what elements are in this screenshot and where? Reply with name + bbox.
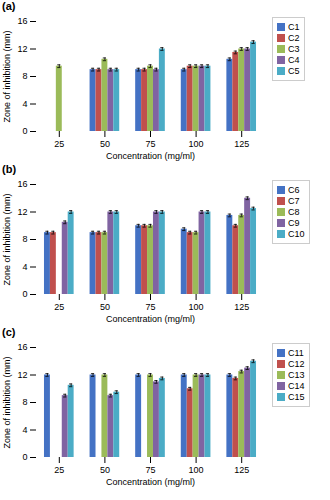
- svg-text:75: 75: [145, 465, 155, 475]
- svg-text:0: 0: [22, 126, 27, 136]
- svg-text:25: 25: [54, 302, 64, 312]
- svg-text:100: 100: [189, 302, 204, 312]
- svg-text:75: 75: [145, 139, 155, 149]
- html-text:C2: C2: [288, 33, 300, 43]
- html-text:C10: C10: [288, 229, 305, 239]
- svg-text:Concentration (mg/ml): Concentration (mg/ml): [106, 314, 195, 324]
- html-text:C4: C4: [288, 55, 300, 65]
- svg-text:50: 50: [100, 139, 110, 149]
- html-text:C9: C9: [288, 218, 300, 228]
- svg-text:8: 8: [22, 71, 27, 81]
- html-text:C12: C12: [288, 359, 305, 369]
- svg-text:8: 8: [22, 234, 27, 244]
- svg-text:50: 50: [100, 302, 110, 312]
- svg-text:Zone of inhibition (mm): Zone of inhibition (mm): [2, 30, 12, 122]
- html-text:(c): (c): [2, 326, 16, 338]
- svg-text:125: 125: [234, 465, 249, 475]
- svg-text:4: 4: [22, 99, 27, 109]
- svg-text:0: 0: [22, 289, 27, 299]
- svg-text:100: 100: [189, 465, 204, 475]
- svg-text:16: 16: [17, 16, 27, 26]
- html-text:C1: C1: [288, 22, 300, 32]
- svg-text:8: 8: [22, 397, 27, 407]
- svg-text:25: 25: [54, 465, 64, 475]
- svg-text:75: 75: [145, 302, 155, 312]
- svg-text:16: 16: [17, 179, 27, 189]
- svg-text:Concentration (mg/ml): Concentration (mg/ml): [106, 477, 195, 487]
- html-text:C6: C6: [288, 185, 300, 195]
- html-text:C14: C14: [288, 381, 305, 391]
- svg-text:0: 0: [22, 452, 27, 462]
- svg-text:100: 100: [189, 139, 204, 149]
- svg-text:Zone of inhibition (mm): Zone of inhibition (mm): [2, 193, 12, 285]
- html-text:C13: C13: [288, 370, 305, 380]
- html-text:C7: C7: [288, 196, 300, 206]
- svg-text:Concentration (mg/ml): Concentration (mg/ml): [106, 151, 195, 161]
- svg-text:4: 4: [22, 425, 27, 435]
- svg-text:125: 125: [234, 139, 249, 149]
- svg-text:12: 12: [17, 44, 27, 54]
- html-text:C3: C3: [288, 44, 300, 54]
- svg-text:4: 4: [22, 262, 27, 272]
- svg-text:50: 50: [100, 465, 110, 475]
- html-text:(b): (b): [2, 163, 16, 175]
- html-text:C15: C15: [288, 392, 305, 402]
- html-text:C5: C5: [288, 66, 300, 76]
- svg-text:125: 125: [234, 302, 249, 312]
- html-text:C11: C11: [288, 348, 304, 358]
- svg-text:12: 12: [17, 207, 27, 217]
- html-text:(a): (a): [2, 0, 16, 12]
- svg-text:12: 12: [17, 370, 27, 380]
- svg-text:25: 25: [54, 139, 64, 149]
- svg-text:16: 16: [17, 342, 27, 352]
- html-text:C8: C8: [288, 207, 300, 217]
- svg-text:Zone of inhibition (mm): Zone of inhibition (mm): [2, 356, 12, 448]
